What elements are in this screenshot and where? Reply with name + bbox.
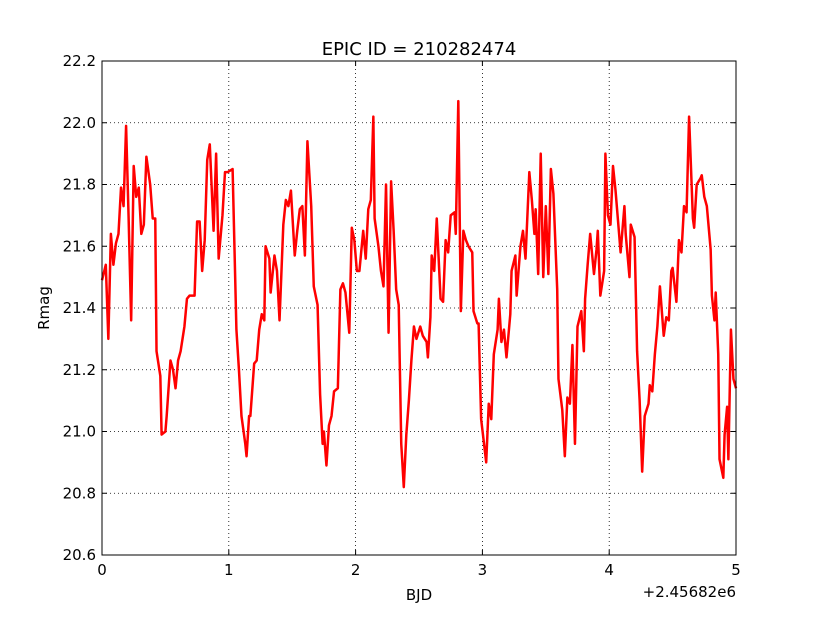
x-offset-label: +2.45682e6 [643,583,736,601]
x-tick-label: 2 [351,561,361,579]
data-line [100,99,738,489]
y-tick-label: 21.2 [63,361,96,379]
y-tick-label: 20.6 [63,546,96,564]
y-tick-label: 20.8 [63,484,96,502]
x-axis-label: BJD [406,586,432,604]
plot-frame [101,60,737,556]
x-tick-label: 1 [224,561,234,579]
y-tick-label: 22.0 [63,114,96,132]
y-tick-label: 22.2 [63,52,96,70]
y-tick-label: 21.0 [63,423,96,441]
y-axis-label: Rmag [35,286,53,330]
chart-title: EPIC ID = 210282474 [322,39,517,60]
y-tick-label: 21.6 [63,237,96,255]
x-tick-label: 0 [97,561,107,579]
x-tick-label: 5 [731,561,741,579]
x-tick-label: 4 [604,561,614,579]
x-tick-label: 3 [478,561,488,579]
y-tick-label: 21.4 [63,299,96,317]
y-tick-label: 21.8 [63,176,96,194]
